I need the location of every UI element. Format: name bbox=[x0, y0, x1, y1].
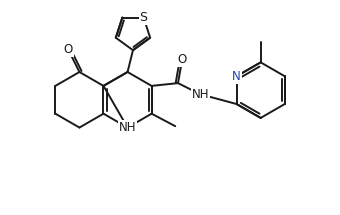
Text: NH: NH bbox=[119, 121, 136, 134]
Text: O: O bbox=[64, 43, 73, 56]
Text: O: O bbox=[177, 53, 187, 66]
Text: S: S bbox=[140, 11, 148, 24]
Text: N: N bbox=[232, 70, 241, 83]
Text: NH: NH bbox=[191, 88, 209, 101]
